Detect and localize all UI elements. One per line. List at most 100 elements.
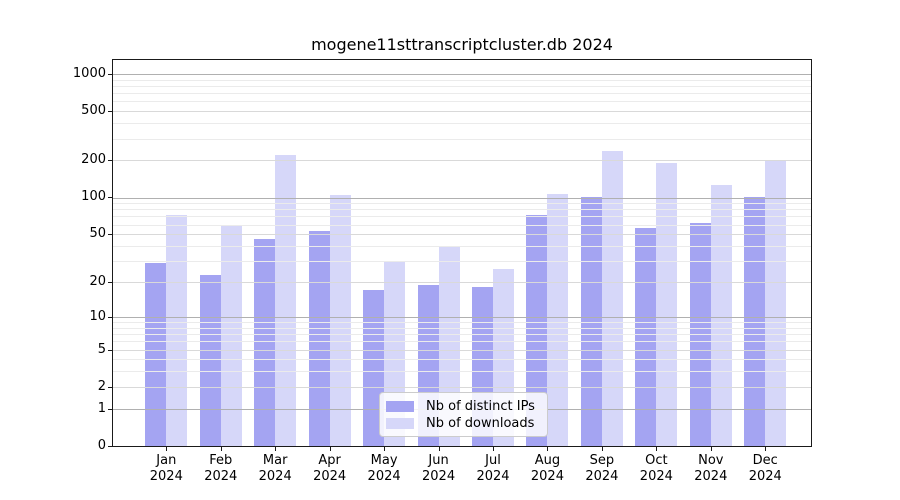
- gridline-100: [113, 197, 811, 199]
- gridline-9: [113, 322, 811, 323]
- x-tick-year: 2024: [204, 469, 238, 484]
- y-tick-mark-5: [108, 349, 113, 351]
- y-tick-label-10: 10: [89, 308, 106, 324]
- gridline-3: [113, 371, 811, 373]
- x-tick-label-jul: Jul 2024: [465, 453, 521, 485]
- x-tick-year: 2024: [422, 469, 456, 484]
- legend-item-downloads: Nb of downloads: [386, 415, 541, 432]
- legend-label-distinct-ips: Nb of distinct IPs: [426, 399, 535, 414]
- x-tick-mark-jul: [493, 447, 494, 451]
- y-tick-mark-100: [108, 197, 113, 199]
- y-tick-label-200: 200: [81, 152, 106, 168]
- gridline-40: [113, 246, 811, 247]
- bar-downloads: [329, 194, 351, 446]
- gridline-50: [113, 234, 811, 236]
- x-tick-month: Mar: [262, 453, 288, 468]
- x-tick-label-nov: Nov 2024: [683, 453, 739, 485]
- x-tick-mark-oct: [656, 447, 658, 451]
- x-tick-label-may: May 2024: [356, 453, 412, 485]
- y-tick-label-1: 1: [97, 400, 106, 416]
- bar-downloads: [710, 185, 732, 446]
- y-tick-mark-10: [108, 316, 113, 318]
- x-tick-month: Aug: [534, 453, 561, 468]
- gridline-7: [113, 334, 811, 335]
- y-tick-label-500: 500: [81, 103, 106, 119]
- bar-distinct-ips: [526, 214, 548, 446]
- bar-downloads: [166, 214, 188, 446]
- x-tick-year: 2024: [258, 469, 292, 484]
- x-tick-year: 2024: [639, 469, 673, 484]
- x-tick-year: 2024: [313, 469, 347, 484]
- gridline-80: [113, 209, 811, 211]
- y-tick-mark-2: [108, 386, 113, 388]
- legend-label-downloads: Nb of downloads: [426, 416, 535, 431]
- y-tick-mark-1: [108, 408, 113, 410]
- x-tick-label-feb: Feb 2024: [193, 453, 249, 485]
- x-tick-mark-nov: [710, 447, 712, 451]
- x-tick-month: May: [370, 453, 398, 468]
- x-tick-month: Nov: [698, 453, 724, 468]
- gridline-20: [113, 282, 811, 283]
- y-tick-label-100: 100: [81, 189, 106, 205]
- gridline-10: [113, 316, 811, 318]
- x-tick-label-dec: Dec 2024: [737, 453, 793, 485]
- gridline-30: [113, 261, 811, 263]
- y-tick-mark-200: [108, 160, 113, 162]
- x-tick-mark-jan: [166, 447, 168, 451]
- gridline-200: [113, 160, 811, 162]
- x-tick-year: 2024: [694, 469, 728, 484]
- x-tick-label-mar: Mar 2024: [247, 453, 303, 485]
- bar-distinct-ips: [580, 197, 602, 446]
- legend-swatch-distinct-ips: [386, 401, 414, 412]
- bar-distinct-ips: [744, 197, 766, 446]
- bar-downloads: [275, 155, 297, 446]
- bar-downloads: [547, 193, 569, 446]
- gridline-600: [113, 101, 811, 103]
- x-tick-label-sep: Sep 2024: [574, 453, 630, 485]
- bar-downloads: [656, 163, 678, 446]
- x-tick-year: 2024: [476, 469, 510, 484]
- x-tick-month: Dec: [752, 453, 778, 468]
- x-tick-month: Jul: [485, 453, 501, 468]
- x-tick-year: 2024: [149, 469, 183, 484]
- bar-downloads: [601, 150, 623, 446]
- y-tick-label-50: 50: [89, 226, 106, 242]
- x-tick-mark-sep: [601, 447, 603, 451]
- x-tick-month: Apr: [318, 453, 341, 468]
- x-tick-year: 2024: [367, 469, 401, 484]
- legend-item-distinct-ips: Nb of distinct IPs: [386, 398, 541, 415]
- bar-downloads: [220, 224, 242, 446]
- bar-distinct-ips: [145, 262, 167, 446]
- bar-distinct-ips: [363, 290, 385, 446]
- x-tick-mark-feb: [220, 447, 222, 451]
- x-tick-label-jun: Jun 2024: [411, 453, 467, 485]
- y-tick-mark-0: [108, 446, 113, 447]
- chart-title: mogene11sttranscriptcluster.db 2024: [311, 35, 613, 54]
- gridline-5: [113, 349, 811, 351]
- x-tick-month: Jan: [156, 453, 177, 468]
- x-tick-month: Feb: [209, 453, 233, 468]
- y-tick-mark-50: [108, 234, 113, 236]
- y-tick-label-2: 2: [97, 378, 106, 394]
- bar-distinct-ips: [199, 274, 221, 446]
- gridline-700: [113, 93, 811, 95]
- x-tick-year: 2024: [530, 469, 564, 484]
- gridline-90: [113, 203, 811, 205]
- y-tick-label-20: 20: [89, 274, 106, 290]
- bar-distinct-ips: [254, 238, 276, 446]
- x-tick-mark-apr: [329, 447, 331, 451]
- x-tick-label-apr: Apr 2024: [302, 453, 358, 485]
- y-tick-mark-1000: [108, 73, 113, 75]
- x-tick-month: Oct: [645, 453, 668, 468]
- gridline-4: [113, 359, 811, 361]
- y-tick-label-0: 0: [97, 438, 106, 453]
- x-tick-mark-jun: [438, 447, 440, 451]
- gridline-500: [113, 111, 811, 113]
- bar-downloads: [765, 160, 787, 446]
- gridline-8: [113, 327, 811, 329]
- y-tick-mark-500: [108, 111, 113, 113]
- gridline-900: [113, 79, 811, 81]
- gridline-800: [113, 86, 811, 87]
- legend-swatch-downloads: [386, 418, 414, 429]
